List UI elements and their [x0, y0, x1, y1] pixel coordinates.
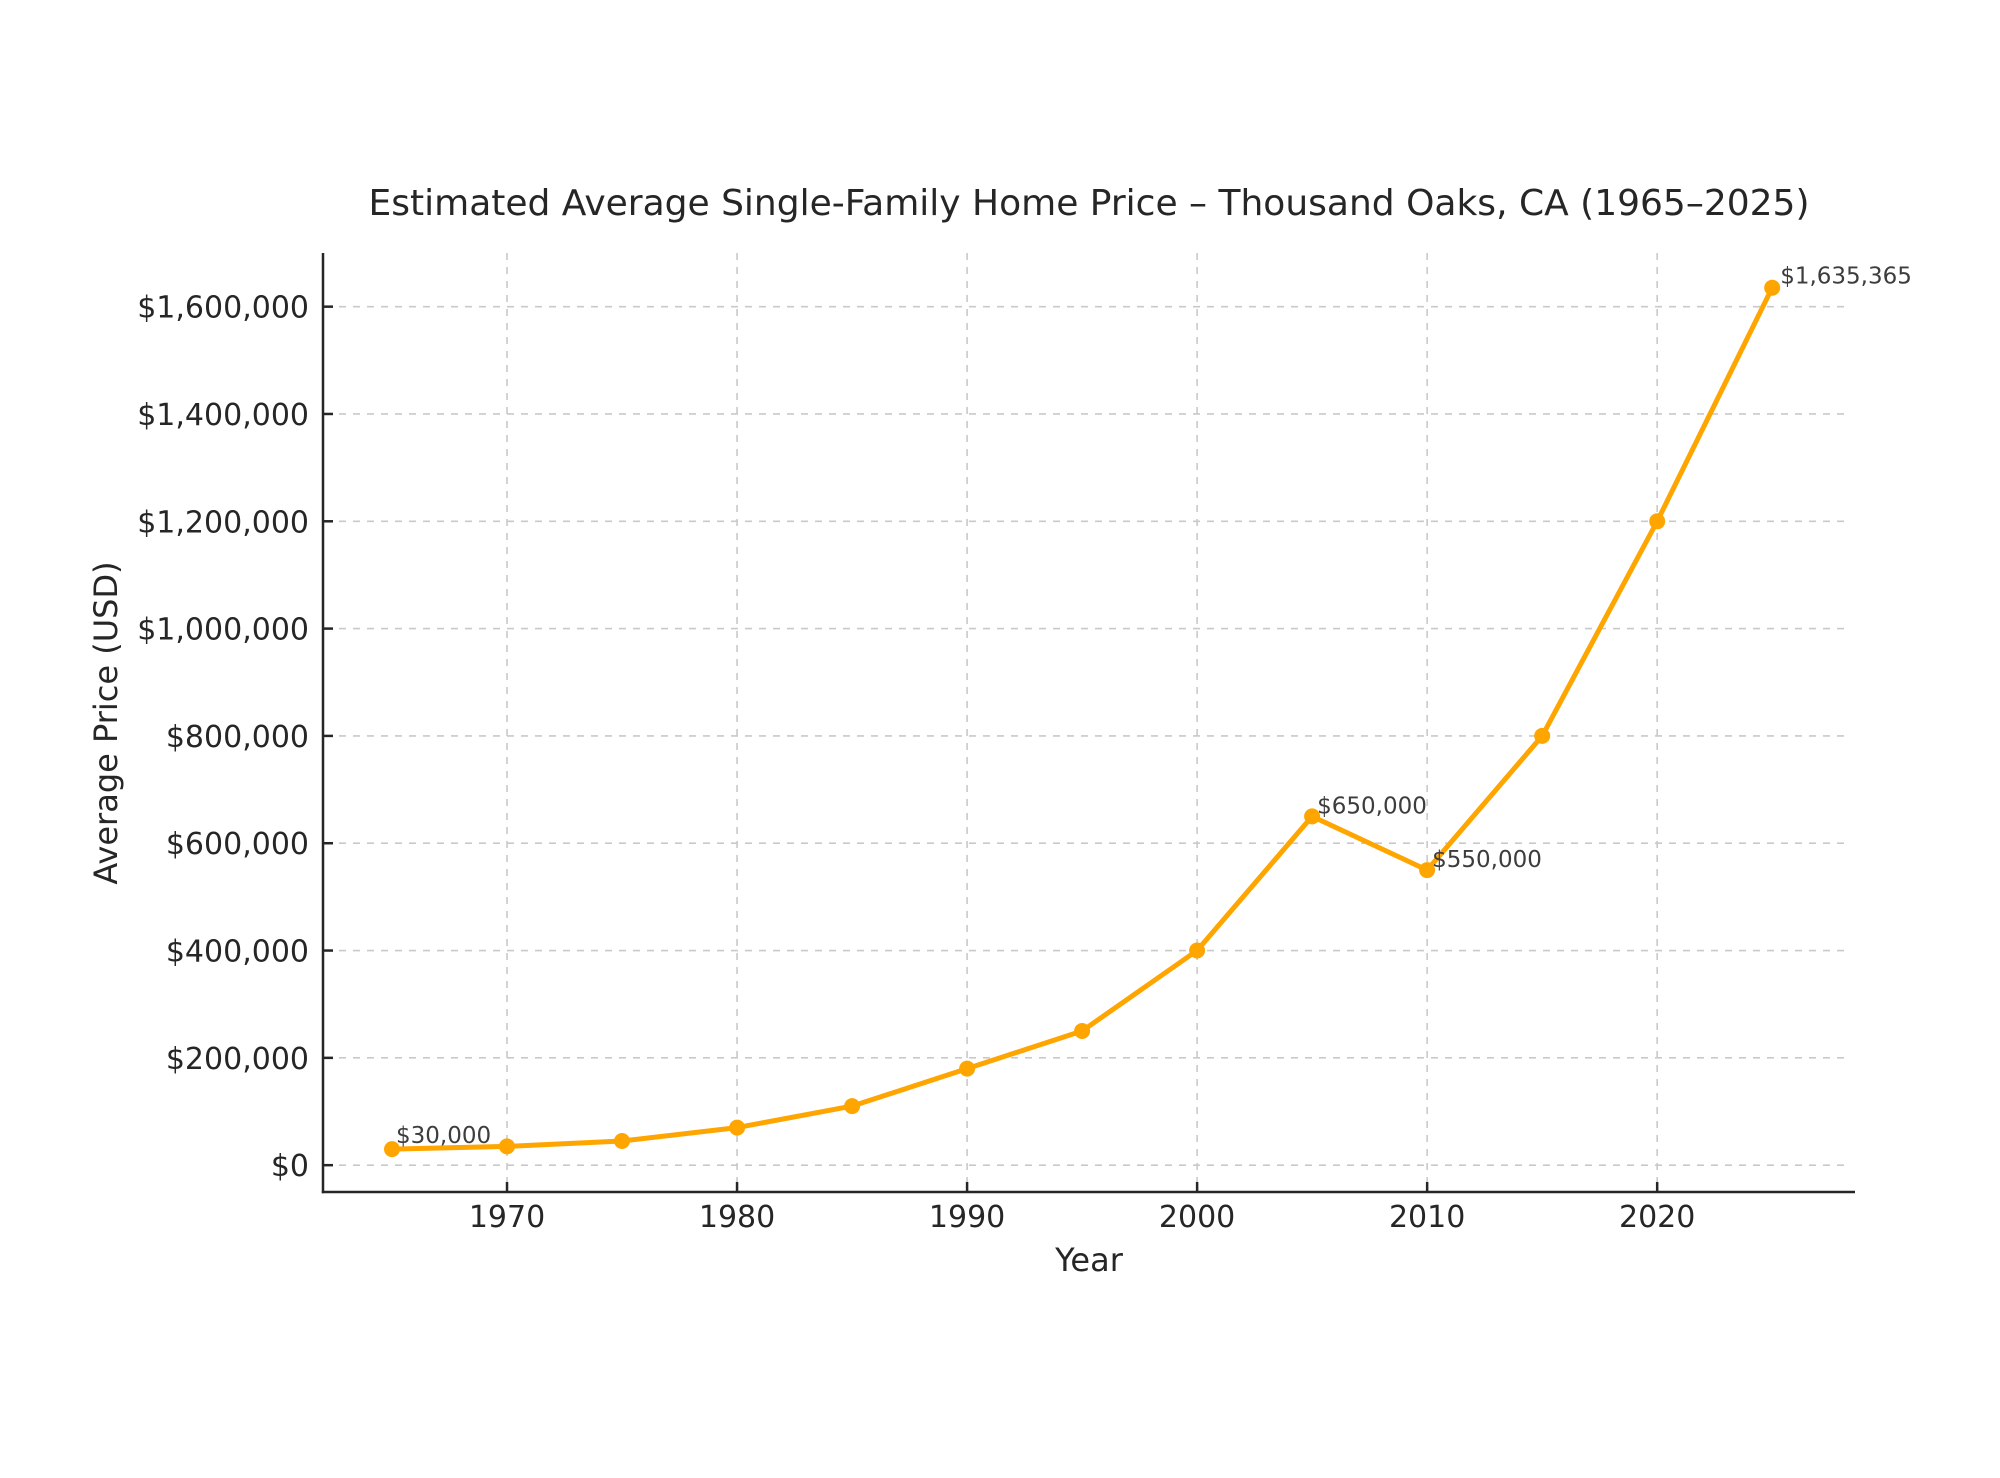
point-annotation: $550,000 — [1432, 847, 1542, 873]
y-tick-label: $400,000 — [166, 935, 309, 970]
price-line-series — [389, 285, 1775, 1152]
y-tick-label: $1,000,000 — [137, 613, 309, 648]
x-axis-label: Year — [1055, 1241, 1123, 1279]
data-point-marker — [1304, 808, 1321, 825]
point-annotation: $1,635,365 — [1780, 264, 1912, 290]
y-tick-label: $600,000 — [166, 827, 309, 862]
y-tick-label: $200,000 — [166, 1042, 309, 1077]
y-tick-label: $1,200,000 — [137, 505, 309, 540]
x-tick-label: 2000 — [1159, 1200, 1235, 1235]
x-tick-label: 2020 — [1619, 1200, 1695, 1235]
data-point-marker — [729, 1119, 746, 1136]
data-point-marker — [1074, 1023, 1091, 1039]
data-point-marker — [959, 1060, 976, 1077]
data-point-marker — [1764, 279, 1781, 296]
data-point-marker — [499, 1138, 515, 1155]
data-point-marker — [1649, 513, 1666, 530]
data-point-marker — [1189, 942, 1206, 959]
x-tick-label: 1980 — [699, 1200, 775, 1235]
data-point-marker — [384, 1141, 400, 1158]
data-point-marker — [844, 1098, 861, 1115]
point-annotation: $30,000 — [396, 1123, 491, 1149]
data-point-marker — [614, 1133, 630, 1149]
x-tick-label: 1970 — [469, 1200, 545, 1235]
y-tick-label: $1,600,000 — [137, 291, 309, 326]
x-tick-label: 1990 — [929, 1200, 1005, 1235]
data-point-marker — [1534, 727, 1551, 744]
x-tick-label: 2010 — [1389, 1200, 1465, 1235]
data-point-marker — [1419, 862, 1436, 879]
y-tick-label: $1,400,000 — [137, 398, 309, 433]
point-annotation: $650,000 — [1317, 793, 1427, 819]
y-tick-label: $0 — [271, 1149, 309, 1184]
chart-title: Estimated Average Single-Family Home Pri… — [368, 183, 1810, 224]
y-tick-label: $800,000 — [166, 720, 309, 755]
